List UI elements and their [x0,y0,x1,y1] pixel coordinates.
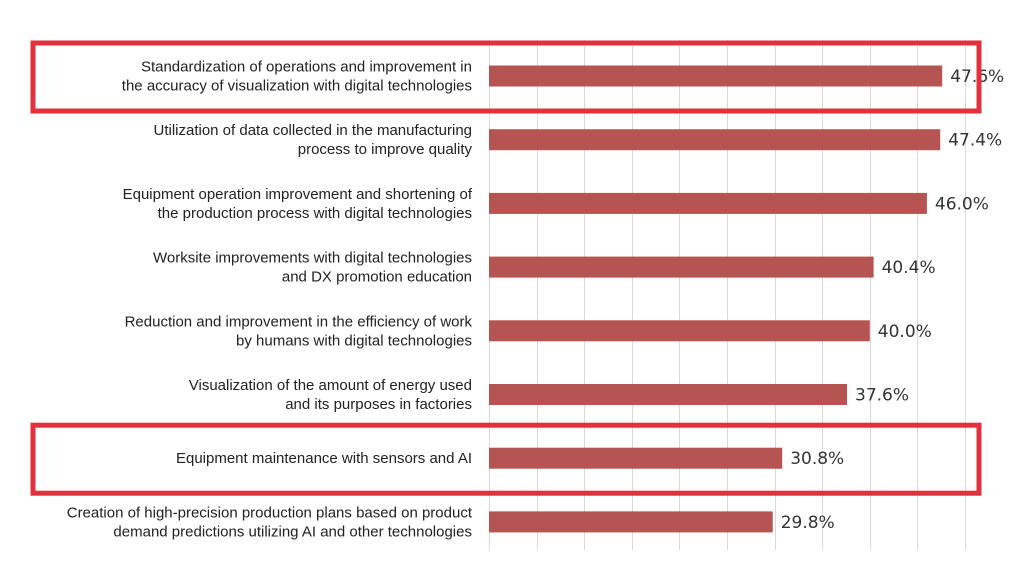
bar [489,256,874,278]
category-label-line: demand predictions utilizing AI and othe… [113,523,472,540]
category-label-line: Visualization of the amount of energy us… [189,377,472,394]
bar [489,447,783,469]
category-label-line: by humans with digital technologies [236,332,472,349]
bar [489,192,927,214]
category-label-line: Utilization of data collected in the man… [153,122,472,139]
category-label: Visualization of the amount of energy us… [189,377,472,413]
value-label: 29.8% [781,513,835,533]
category-label: Reduction and improvement in the efficie… [125,313,473,349]
category-label-line: Equipment maintenance with sensors and A… [176,450,472,467]
category-label-line: Worksite improvements with digital techn… [153,250,472,267]
category-label: Equipment operation improvement and shor… [123,186,473,222]
category-label-line: Standardization of operations and improv… [141,59,472,76]
highlight-box [30,422,982,496]
bar [489,511,773,533]
category-label-line: and its purposes in factories [285,396,472,413]
category-label-line: Creation of high-precision production pl… [67,504,473,521]
category-label: Utilization of data collected in the man… [153,122,472,158]
value-label: 46.0% [935,194,989,214]
category-label: Creation of high-precision production pl… [67,504,473,540]
category-label-line: process to improve quality [298,141,473,158]
highlight-boxes [30,40,982,496]
category-label-line: and DX promotion education [282,269,472,286]
value-label: 40.0% [878,322,932,342]
value-label: 40.4% [882,258,936,278]
bar [489,65,943,87]
category-label-line: the accuracy of visualization with digit… [122,78,472,95]
category-label-line: the production process with digital tech… [158,205,472,222]
category-label-line: Reduction and improvement in the efficie… [125,313,473,330]
value-label: 47.4% [948,131,1002,151]
value-label: 30.8% [790,449,844,469]
category-labels: Standardization of operations and improv… [67,59,473,541]
bar [489,129,941,151]
bars [489,65,943,533]
bar [489,320,870,342]
grid-lines [489,40,966,550]
highlight-box [30,40,982,114]
category-label: Worksite improvements with digital techn… [153,250,472,286]
category-label-line: Equipment operation improvement and shor… [123,186,473,203]
category-label: Equipment maintenance with sensors and A… [176,450,472,467]
value-label: 37.6% [855,386,909,406]
category-label: Standardization of operations and improv… [122,59,472,95]
bar [489,384,847,405]
